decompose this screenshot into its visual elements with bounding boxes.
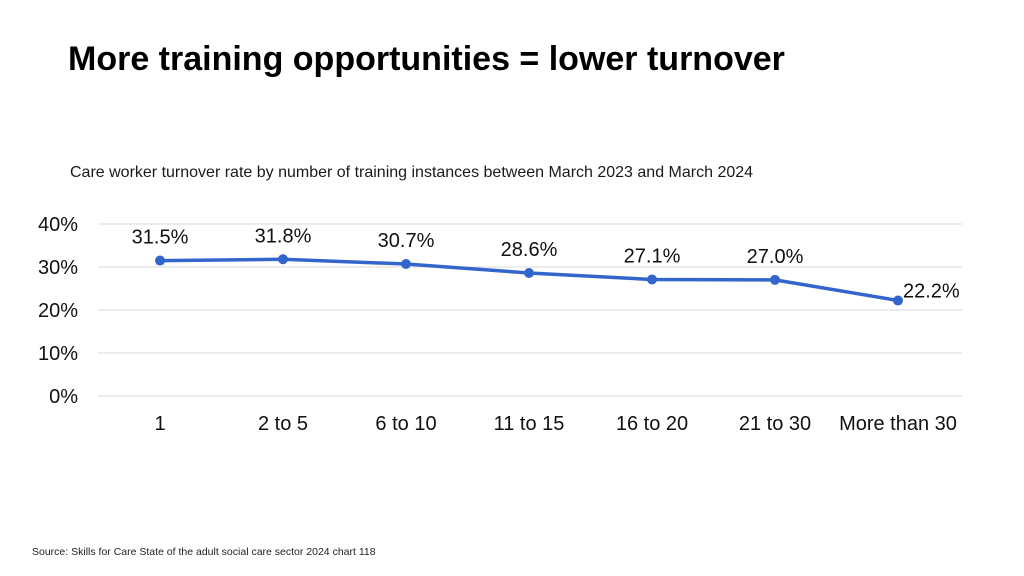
x-tick-label: 16 to 20 (616, 413, 688, 435)
data-label: 31.8% (255, 225, 312, 247)
y-tick-label: 10% (38, 343, 78, 365)
y-tick-label: 40% (38, 214, 78, 236)
data-point (155, 255, 165, 266)
x-tick-label: 6 to 10 (375, 413, 436, 435)
data-point (770, 274, 780, 285)
y-tick-label: 30% (38, 257, 78, 279)
data-point (524, 268, 534, 279)
x-tick-label: 11 to 15 (494, 413, 565, 435)
data-label: 22.2% (903, 281, 960, 303)
page-title: More training opportunities = lower turn… (68, 40, 785, 78)
data-label: 30.7% (378, 230, 435, 252)
source-note: Source: Skills for Care State of the adu… (32, 546, 376, 558)
x-axis-ticks: 1 2 to 5 6 to 10 11 to 15 16 to 20 21 to 30 Mo… (154, 413, 956, 435)
data-point (647, 274, 657, 285)
gridlines (98, 223, 962, 397)
x-tick-label: 1 (154, 413, 165, 435)
data-label: 27.0% (747, 246, 804, 268)
chart-title: Care worker turnover rate by number of t… (70, 164, 754, 181)
y-tick-label: 20% (38, 300, 78, 322)
data-label: 31.5% (132, 227, 189, 249)
data-label: 27.1% (624, 245, 681, 267)
data-point (278, 254, 288, 265)
data-points (155, 254, 903, 306)
data-label: 28.6% (501, 239, 558, 261)
x-tick-label: 2 to 5 (258, 413, 308, 435)
y-axis-ticks: 0% 10% 20% 30% 40% (38, 214, 78, 408)
data-labels: 31.5% 31.8% 30.7% 28.6% 27.1% 27.0% 22.2% (132, 225, 960, 302)
y-tick-label: 0% (49, 386, 78, 408)
x-tick-label: More than 30 (839, 413, 957, 435)
data-point (893, 295, 903, 306)
data-point (401, 258, 411, 269)
x-tick-label: 21 to 30 (739, 413, 811, 435)
